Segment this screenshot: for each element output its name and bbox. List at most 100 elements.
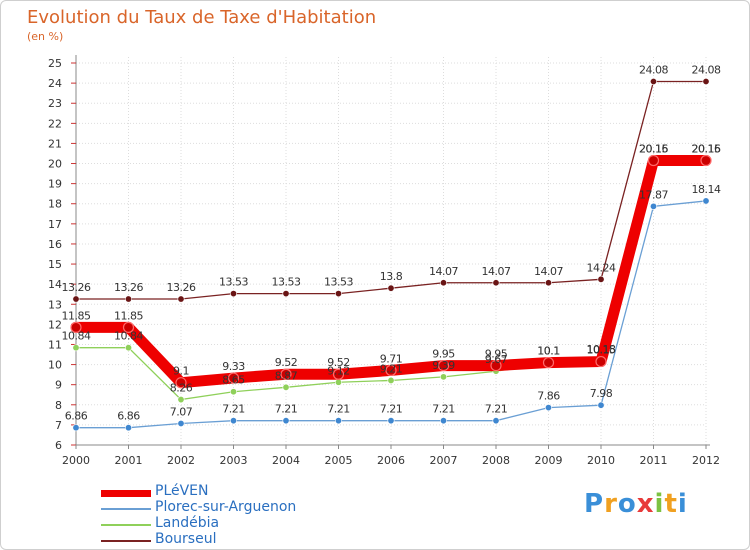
data-label-pleven-2000: 11.85 xyxy=(62,309,91,322)
data-label-plorec-sur-arguenon-2011: 17.87 xyxy=(639,188,668,201)
point-landebia-2003 xyxy=(230,388,238,396)
data-label-pleven-2003: 9.33 xyxy=(222,360,245,373)
point-plorec-sur-arguenon-2012 xyxy=(702,197,710,205)
point-pleven-2010 xyxy=(595,355,607,368)
point-pleven-2011 xyxy=(647,154,660,167)
point-pleven-2009 xyxy=(542,356,555,369)
y-tick-label: 11 xyxy=(48,338,62,351)
legend-swatch-pleven xyxy=(101,490,151,497)
data-label-landebia-2000: 10.84 xyxy=(62,330,91,343)
data-label-plorec-sur-arguenon-2004: 7.21 xyxy=(275,403,298,416)
point-landebia-2006 xyxy=(387,376,395,384)
point-landebia-2007 xyxy=(439,373,447,381)
x-tick-label: 2003 xyxy=(220,454,248,467)
point-bourseul-2012 xyxy=(702,77,710,85)
data-label-landebia-2002: 8.26 xyxy=(170,382,193,395)
data-label-plorec-sur-arguenon-2008: 7.21 xyxy=(485,403,508,416)
y-tick-label: 7 xyxy=(55,419,62,432)
point-pleven-2002 xyxy=(175,377,187,389)
data-label-bourseul-2001: 13.26 xyxy=(114,281,143,294)
y-tick-label: 15 xyxy=(48,258,62,271)
data-label-landebia-2007: 9.39 xyxy=(432,359,455,372)
x-tick-label: 2004 xyxy=(272,454,300,467)
point-bourseul-2007 xyxy=(439,279,447,287)
data-label-plorec-sur-arguenon-2001: 6.86 xyxy=(117,410,140,423)
point-pleven-2004 xyxy=(280,368,292,380)
legend-label-bourseul: Bourseul xyxy=(155,531,217,547)
data-label-bourseul-2004: 13.53 xyxy=(272,276,301,289)
data-label-landebia-2012: 20.16 xyxy=(692,142,721,155)
legend-label-plorec: Plorec-sur-Arguenon xyxy=(155,499,297,515)
y-tick-label: 25 xyxy=(48,57,62,70)
point-bourseul-2000 xyxy=(72,295,80,303)
data-label-bourseul-2000: 13.26 xyxy=(62,281,91,294)
data-label-landebia-2008: 9.67 xyxy=(485,353,508,366)
data-label-bourseul-2012: 24.08 xyxy=(692,63,721,76)
logo-letter: i xyxy=(677,489,688,519)
y-tick-label: 9 xyxy=(55,379,62,392)
data-label-plorec-sur-arguenon-2010: 7.98 xyxy=(590,387,613,400)
data-label-bourseul-2007: 14.07 xyxy=(429,265,458,278)
point-plorec-sur-arguenon-2009 xyxy=(544,404,552,412)
point-plorec-sur-arguenon-2007 xyxy=(439,417,447,425)
point-plorec-sur-arguenon-2006 xyxy=(387,417,395,425)
data-label-pleven-2012: 20.15 xyxy=(692,143,721,156)
data-label-pleven-2007: 9.95 xyxy=(432,348,455,361)
point-plorec-sur-arguenon-2003 xyxy=(230,417,238,425)
data-label-bourseul-2003: 13.53 xyxy=(219,276,248,289)
logo-letter: o xyxy=(617,489,637,519)
data-label-pleven-2001: 11.85 xyxy=(114,309,143,322)
x-tick-label: 2005 xyxy=(325,454,353,467)
data-label-landebia-2004: 8.87 xyxy=(275,369,298,382)
point-plorec-sur-arguenon-2008 xyxy=(492,417,500,425)
point-pleven-2001 xyxy=(122,321,135,333)
logo-letter: r xyxy=(604,489,618,519)
point-plorec-sur-arguenon-2002 xyxy=(177,419,185,427)
point-bourseul-2011 xyxy=(649,77,657,85)
legend-swatch-bourseul xyxy=(101,540,151,542)
data-label-pleven-2008: 9.95 xyxy=(485,348,508,361)
point-landebia-2001 xyxy=(125,344,133,352)
point-pleven-2006 xyxy=(385,364,397,377)
y-tick-label: 14 xyxy=(48,278,62,291)
y-tick-label: 21 xyxy=(48,137,62,150)
point-bourseul-2001 xyxy=(125,295,133,303)
data-label-pleven-2011: 20.15 xyxy=(639,143,668,156)
y-tick-label: 16 xyxy=(48,238,62,251)
y-tick-label: 20 xyxy=(48,158,62,171)
point-landebia-2004 xyxy=(282,383,290,391)
y-tick-label: 17 xyxy=(48,218,62,231)
legend-swatch-plorec xyxy=(101,508,151,510)
chart-title: Evolution du Taux de Taxe d'Habitation xyxy=(27,7,377,28)
legend-label-pleven: PLéVEN xyxy=(155,483,209,499)
data-label-pleven-2002: 9.1 xyxy=(173,365,189,378)
data-label-landebia-2003: 8.65 xyxy=(222,374,245,387)
point-pleven-2008 xyxy=(490,359,502,372)
point-plorec-sur-arguenon-2010 xyxy=(597,401,605,409)
data-label-bourseul-2010: 14.24 xyxy=(587,261,616,274)
point-landebia-2005 xyxy=(334,378,342,386)
data-label-bourseul-2008: 14.07 xyxy=(482,265,511,278)
x-tick-label: 2009 xyxy=(535,454,563,467)
data-label-plorec-sur-arguenon-2012: 18.14 xyxy=(692,183,721,196)
y-tick-label: 8 xyxy=(55,399,62,412)
data-label-bourseul-2006: 13.8 xyxy=(380,270,403,283)
data-label-plorec-sur-arguenon-2003: 7.21 xyxy=(222,403,245,416)
x-tick-label: 2007 xyxy=(430,454,458,467)
point-bourseul-2009 xyxy=(544,279,552,287)
x-tick-label: 2006 xyxy=(377,454,405,467)
data-label-plorec-sur-arguenon-2000: 6.86 xyxy=(65,410,88,423)
x-tick-label: 2001 xyxy=(115,454,143,467)
data-label-plorec-sur-arguenon-2006: 7.21 xyxy=(380,403,403,416)
y-tick-label: 13 xyxy=(48,298,62,311)
y-tick-label: 18 xyxy=(48,198,62,211)
logo-letter: x xyxy=(636,489,655,519)
point-pleven-2007 xyxy=(437,359,450,372)
logo-letter: t xyxy=(664,489,678,519)
point-plorec-sur-arguenon-2000 xyxy=(72,424,80,432)
point-bourseul-2006 xyxy=(387,284,395,292)
y-tick-label: 24 xyxy=(48,77,62,90)
point-bourseul-2010 xyxy=(597,275,605,283)
